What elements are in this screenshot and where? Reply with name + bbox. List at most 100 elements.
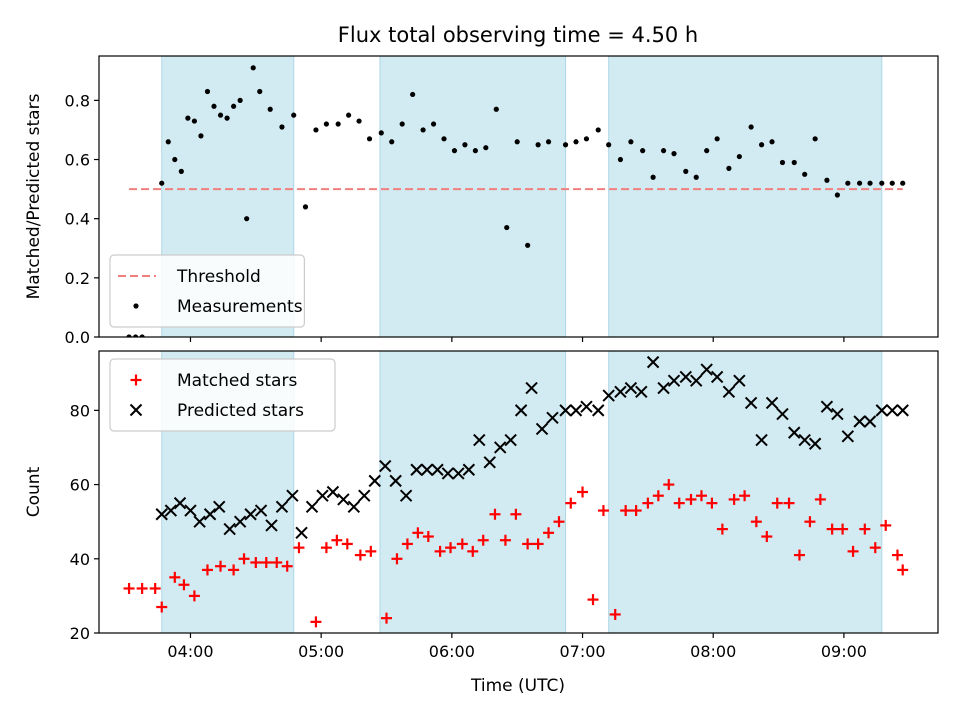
data-point xyxy=(313,127,319,133)
data-point xyxy=(863,415,877,428)
data-point xyxy=(341,538,353,550)
series-measurements xyxy=(126,65,906,337)
data-point xyxy=(824,177,830,183)
data-point xyxy=(499,534,511,546)
legend-label: Threshold xyxy=(176,267,261,287)
data-point xyxy=(831,407,844,421)
data-point xyxy=(198,133,204,139)
data-point xyxy=(900,180,906,186)
data-point xyxy=(215,560,227,572)
data-point xyxy=(504,224,510,231)
data-point xyxy=(646,355,660,369)
data-point xyxy=(891,549,903,561)
data-point xyxy=(875,404,889,417)
data-point xyxy=(592,404,605,417)
data-point xyxy=(652,490,664,502)
data-point xyxy=(326,485,340,499)
data-point xyxy=(178,168,184,174)
data-point xyxy=(201,564,213,576)
panel-ratio: 0.0 0.2 0.4 0.6 0.8 Matched/Predicted stars Th… xyxy=(24,55,939,347)
data-point xyxy=(493,106,499,112)
data-point xyxy=(358,489,371,502)
data-point xyxy=(683,168,689,174)
data-point xyxy=(420,463,434,476)
panel-counts: 20 40 60 80 04:00 05:00 06:00 07:00 08:00 09:00 Co… xyxy=(24,350,939,661)
data-point xyxy=(483,456,496,469)
data-point xyxy=(510,508,522,520)
data-point xyxy=(155,508,168,521)
data-point xyxy=(847,545,859,557)
data-point xyxy=(765,396,779,410)
data-point xyxy=(716,523,728,535)
data-point xyxy=(690,374,703,387)
legend-label: Matched stars xyxy=(177,371,297,391)
x-tick-label: 09:00 xyxy=(821,642,867,661)
x-tick-label: 08:00 xyxy=(690,642,736,661)
data-point xyxy=(779,159,786,166)
data-point xyxy=(671,151,677,157)
data-point xyxy=(244,216,250,222)
data-point xyxy=(217,112,224,118)
data-point xyxy=(451,148,458,154)
data-point xyxy=(535,142,541,148)
data-point xyxy=(165,139,171,145)
data-point xyxy=(250,557,262,568)
observing-span-2 xyxy=(379,56,567,337)
data-point xyxy=(628,139,634,145)
y-tick-label: 0.8 xyxy=(65,91,90,110)
y-axis-label: Matched/Predicted stars xyxy=(24,93,44,299)
data-point xyxy=(477,534,489,546)
data-point xyxy=(640,148,646,154)
y-tick-label: 60 xyxy=(70,476,90,495)
y-tick-label: 0.2 xyxy=(65,269,90,288)
data-point xyxy=(295,526,308,540)
data-point xyxy=(445,542,457,554)
data-point xyxy=(399,121,405,127)
axes-frame xyxy=(98,55,939,338)
data-point xyxy=(422,531,434,543)
legend-swatch xyxy=(129,403,143,417)
data-point xyxy=(473,433,486,447)
y-tick-label: 0.4 xyxy=(65,210,90,229)
data-point xyxy=(758,142,765,148)
data-point xyxy=(798,433,811,447)
data-point xyxy=(368,474,381,488)
data-point xyxy=(254,504,268,517)
data-point xyxy=(389,474,402,488)
data-point xyxy=(203,508,217,521)
data-point xyxy=(726,165,732,171)
data-point xyxy=(260,557,272,568)
data-point xyxy=(346,112,352,118)
chart-title: Flux total observing time = 4.50 h xyxy=(338,23,698,47)
data-point xyxy=(193,515,206,528)
data-point xyxy=(700,363,713,376)
data-point xyxy=(673,497,685,509)
data-point xyxy=(569,404,583,417)
data-point xyxy=(804,516,816,528)
legend-counts: Matched stars Predicted stars xyxy=(109,358,336,432)
legend-swatch xyxy=(133,303,139,309)
data-point xyxy=(431,463,444,476)
data-point xyxy=(323,121,329,127)
data-point xyxy=(808,437,822,450)
data-point xyxy=(820,400,834,413)
data-point xyxy=(244,508,257,521)
data-point xyxy=(896,404,909,417)
data-point xyxy=(275,500,289,514)
data-point xyxy=(788,426,801,439)
data-point xyxy=(886,404,899,417)
data-point xyxy=(722,385,736,399)
x-tick-label: 06:00 xyxy=(429,642,475,661)
x-tick-label: 05:00 xyxy=(298,642,344,661)
data-point xyxy=(184,504,197,517)
data-point xyxy=(366,136,373,142)
data-point xyxy=(769,139,775,145)
data-point xyxy=(410,91,416,98)
data-point xyxy=(401,538,413,550)
data-point xyxy=(826,523,838,535)
data-point xyxy=(185,115,191,121)
data-point xyxy=(271,557,283,568)
data-point xyxy=(587,594,599,606)
y-tick-label: 40 xyxy=(70,550,90,569)
